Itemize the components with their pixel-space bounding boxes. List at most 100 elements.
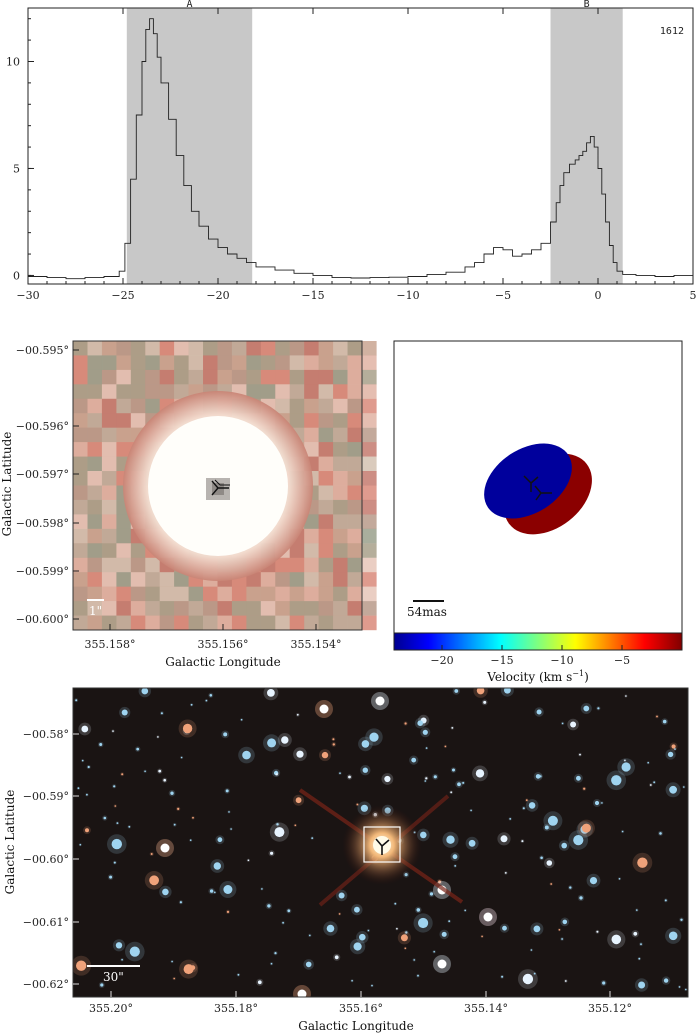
field-star <box>282 921 284 924</box>
field-star <box>424 780 427 782</box>
zoom-pixel <box>73 586 88 602</box>
zoom-pixel <box>333 615 348 631</box>
field-xlabel: Galactic Longitude <box>298 1019 413 1033</box>
field-star <box>217 837 223 843</box>
field-star <box>305 961 312 968</box>
zoom-pixel <box>333 355 348 370</box>
zoom-y-tick-label: −00.600° <box>16 613 69 626</box>
zoom-pixel <box>333 514 348 529</box>
zoom-pixel <box>159 615 175 631</box>
zoom-pixel <box>73 369 88 385</box>
zoom-pixel <box>217 355 233 370</box>
field-star <box>546 860 553 866</box>
field-star <box>533 925 541 933</box>
zoom-pixel <box>318 557 334 573</box>
zoom-pixel <box>362 514 377 529</box>
zoom-pixel <box>347 456 363 472</box>
zoom-pixel <box>275 615 290 631</box>
field-star <box>438 880 442 884</box>
zoom-pixel <box>362 384 377 399</box>
zoom-pixel <box>289 341 305 356</box>
field-star <box>640 943 642 946</box>
field-star <box>267 904 271 908</box>
zoom-pixel <box>289 413 305 428</box>
field-star <box>99 743 103 746</box>
field-star <box>671 744 676 749</box>
field-star <box>653 781 656 784</box>
zoom-pixel <box>231 341 247 356</box>
field-star <box>240 718 243 721</box>
zoom-pixel <box>333 398 348 414</box>
field-star <box>483 700 487 704</box>
field-star <box>242 750 251 760</box>
zoom-pixel <box>174 586 189 602</box>
field-star <box>530 949 533 951</box>
field-star <box>115 942 123 949</box>
zoom-pixel <box>318 615 334 631</box>
field-y-tick-label: −00.60° <box>23 853 69 866</box>
zoom-pixel <box>318 355 334 370</box>
zoom-pixel <box>318 442 334 457</box>
zoom-pixel <box>130 384 146 399</box>
field-star <box>128 825 131 828</box>
field-star <box>601 802 603 804</box>
field-star <box>659 832 662 835</box>
field-star <box>275 773 278 776</box>
field-star <box>287 909 291 913</box>
zoom-pixel <box>101 528 117 544</box>
zoom-pixel <box>318 384 334 399</box>
field-star <box>144 770 146 773</box>
zoom-pixel <box>304 528 319 544</box>
zoom-pixel <box>87 514 103 529</box>
field-star <box>468 839 476 847</box>
zoom-pixel <box>318 586 334 602</box>
zoom-pixel <box>174 355 189 370</box>
zoom-pixel <box>101 384 117 399</box>
field-star <box>558 929 561 931</box>
zoom-pixel <box>73 355 88 370</box>
field-star <box>602 981 606 985</box>
field-star <box>281 736 289 744</box>
zoom-pixel <box>130 543 146 558</box>
field-star <box>570 721 577 728</box>
field-star <box>116 822 119 824</box>
zoom-pixel <box>130 615 146 631</box>
zoom-pixel <box>289 369 305 385</box>
zoom-pixel <box>246 384 261 399</box>
zoom-pixel <box>159 341 175 356</box>
zoom-pixel <box>246 615 261 631</box>
field-star <box>509 818 512 820</box>
zoom-pixel <box>101 442 117 457</box>
field-star <box>173 977 175 980</box>
zoom-pixel <box>87 471 103 486</box>
zoom-pixel <box>260 355 276 370</box>
zoom-pixel <box>304 572 319 587</box>
zoom-pixel <box>347 514 363 529</box>
field-star <box>452 854 458 860</box>
field-star <box>562 919 568 925</box>
zoom-pixel <box>318 369 334 385</box>
zoom-pixel <box>304 369 319 385</box>
shaded-region-a <box>126 8 253 284</box>
zoom-pixel <box>347 485 363 501</box>
zoom-pixel <box>101 413 117 428</box>
field-star <box>420 831 427 839</box>
zoom-pixel <box>362 499 377 515</box>
field-star <box>475 769 485 778</box>
x-tick-label: −30 <box>16 289 39 302</box>
zoom-pixel <box>362 413 377 428</box>
zoom-pixel <box>362 456 377 472</box>
field-star <box>121 773 124 776</box>
zoom-pixel <box>203 369 218 385</box>
zoom-pixel <box>246 341 261 356</box>
field-star <box>150 853 153 855</box>
field-star <box>180 756 183 759</box>
zoom-pixel <box>87 456 103 472</box>
field-star <box>359 933 366 941</box>
field-star <box>452 768 455 772</box>
zoom-pixel <box>304 543 319 558</box>
zoom-pixel <box>318 572 334 587</box>
zoom-pixel <box>159 586 175 602</box>
field-star <box>149 875 160 886</box>
